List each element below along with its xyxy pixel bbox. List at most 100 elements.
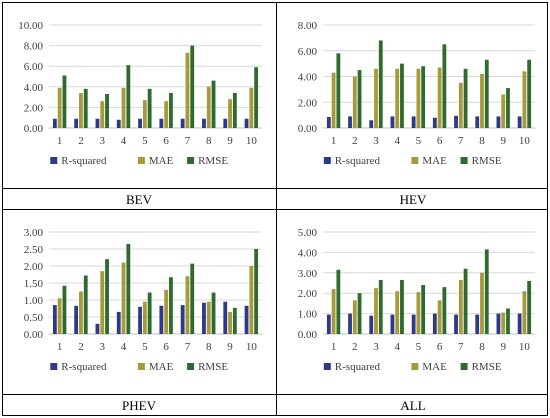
- bar-r-squared: [348, 313, 352, 334]
- bar-mae: [416, 68, 421, 128]
- y-tick-label: 1.50: [24, 278, 44, 290]
- bar-rmse: [484, 249, 489, 334]
- x-tick-label: 8: [479, 341, 485, 353]
- bar-rmse: [336, 53, 341, 129]
- grid-divider-top-label: [3, 188, 547, 189]
- bar-r-squared: [95, 323, 100, 334]
- bar-r-squared: [496, 116, 501, 128]
- panel-hev: 0.00 2.00 4.00 6.00 8.00 1 2 3 4 5 6 7 8 9 10 R-squared…: [277, 3, 549, 188]
- bar-mae: [79, 92, 83, 128]
- panel-phev: 0.00 0.50 1.00 1.50 2.00 2.50 3.00 1 2 3 4 5 6 7 8 9 10 R…: [3, 210, 276, 394]
- bar-rmse: [442, 44, 447, 128]
- bar-rmse: [506, 88, 510, 128]
- bar-mae: [395, 68, 400, 128]
- x-tick-label: 5: [142, 135, 148, 147]
- legend-label: RMSE: [472, 155, 502, 167]
- y-tick-label: 4.00: [24, 82, 44, 94]
- legend-label: R-squared: [335, 155, 381, 167]
- bar-mae: [185, 276, 190, 334]
- bar-mae: [57, 87, 62, 128]
- bar-r-squared: [517, 313, 522, 334]
- x-tick-label: 3: [100, 341, 106, 353]
- x-tick-label: 6: [163, 135, 169, 147]
- x-tick-label: 10: [519, 135, 531, 147]
- y-tick-label: 8.00: [298, 20, 318, 32]
- bar-mae: [331, 72, 336, 128]
- legend-label: MAE: [422, 155, 447, 167]
- legend-label: MAE: [422, 361, 447, 373]
- bar-rmse: [463, 68, 468, 128]
- bar-r-squared: [454, 115, 458, 128]
- bar-rmse: [463, 268, 468, 334]
- grid-divider-bottom-label: [3, 394, 547, 395]
- bar-rmse: [232, 92, 237, 128]
- legend-swatch: [460, 157, 468, 164]
- bar-r-squared: [52, 305, 57, 334]
- x-tick-label: 7: [185, 341, 191, 353]
- y-tick-label: 0.50: [24, 312, 44, 324]
- bar-r-squared: [244, 305, 249, 334]
- bar-r-squared: [202, 118, 206, 128]
- x-tick-label: 2: [78, 135, 84, 147]
- x-tick-label: 2: [352, 135, 358, 147]
- bar-r-squared: [369, 120, 374, 128]
- bar-r-squared: [202, 302, 206, 334]
- bar-rmse: [232, 307, 237, 334]
- bar-mae: [79, 291, 83, 334]
- legend-label: R-squared: [335, 361, 381, 373]
- bar-r-squared: [180, 118, 185, 128]
- bar-rmse: [105, 94, 109, 128]
- x-tick-label: 1: [57, 135, 63, 147]
- y-tick-label: 0.00: [298, 329, 318, 341]
- bev-chart: 0.00 2.00 4.00 6.00 8.00 10.00 1 2 3 4 5 6 7 8 9 10 R-sq…: [18, 20, 262, 167]
- bar-mae: [206, 86, 211, 128]
- y-tick-label: 2.50: [24, 244, 44, 256]
- x-tick-label: 1: [331, 341, 337, 353]
- bar-r-squared: [74, 118, 79, 128]
- hev-chart: 0.00 2.00 4.00 6.00 8.00 1 2 3 4 5 6 7 8 9 10 R-squared…: [298, 20, 535, 167]
- label-bev: BEV: [126, 192, 152, 207]
- bar-mae: [249, 266, 254, 334]
- bar-rmse: [83, 275, 88, 334]
- bar-mae: [100, 101, 105, 128]
- legend-swatch: [50, 363, 58, 370]
- bar-r-squared: [326, 117, 331, 128]
- bar-mae: [352, 76, 357, 128]
- legend-swatch: [50, 157, 58, 164]
- bar-r-squared: [223, 301, 228, 334]
- bar-mae: [437, 300, 442, 334]
- bar-r-squared: [475, 314, 480, 334]
- bar-rmse: [357, 70, 362, 128]
- bar-r-squared: [496, 313, 501, 334]
- bar-mae: [228, 311, 232, 334]
- legend-swatch: [411, 157, 419, 164]
- bar-mae: [206, 301, 211, 334]
- bar-rmse: [211, 80, 216, 128]
- y-tick-label: 2.00: [298, 97, 318, 109]
- bar-mae: [142, 301, 147, 334]
- y-tick-label: 5.00: [298, 227, 318, 239]
- x-tick-label: 5: [142, 341, 148, 353]
- x-tick-label: 4: [394, 135, 400, 147]
- x-tick-label: 9: [500, 341, 506, 353]
- legend-swatch: [137, 363, 145, 370]
- bar-mae: [352, 300, 357, 334]
- legend-swatch: [460, 363, 468, 370]
- y-tick-label: 0.00: [24, 123, 44, 135]
- bar-mae: [121, 262, 126, 334]
- bar-r-squared: [432, 117, 437, 128]
- x-tick-label: 5: [416, 341, 422, 353]
- y-tick-label: 1.00: [24, 295, 44, 307]
- x-tick-label: 4: [121, 135, 127, 147]
- bar-rmse: [421, 66, 426, 128]
- x-tick-label: 6: [163, 341, 169, 353]
- x-tick-label: 9: [500, 135, 506, 147]
- bar-r-squared: [244, 118, 249, 128]
- bar-rmse: [400, 63, 404, 128]
- legend-swatch: [323, 363, 331, 370]
- bar-r-squared: [138, 306, 142, 334]
- x-tick-label: 10: [246, 135, 258, 147]
- bar-rmse: [190, 45, 195, 128]
- bar-rmse: [506, 308, 510, 334]
